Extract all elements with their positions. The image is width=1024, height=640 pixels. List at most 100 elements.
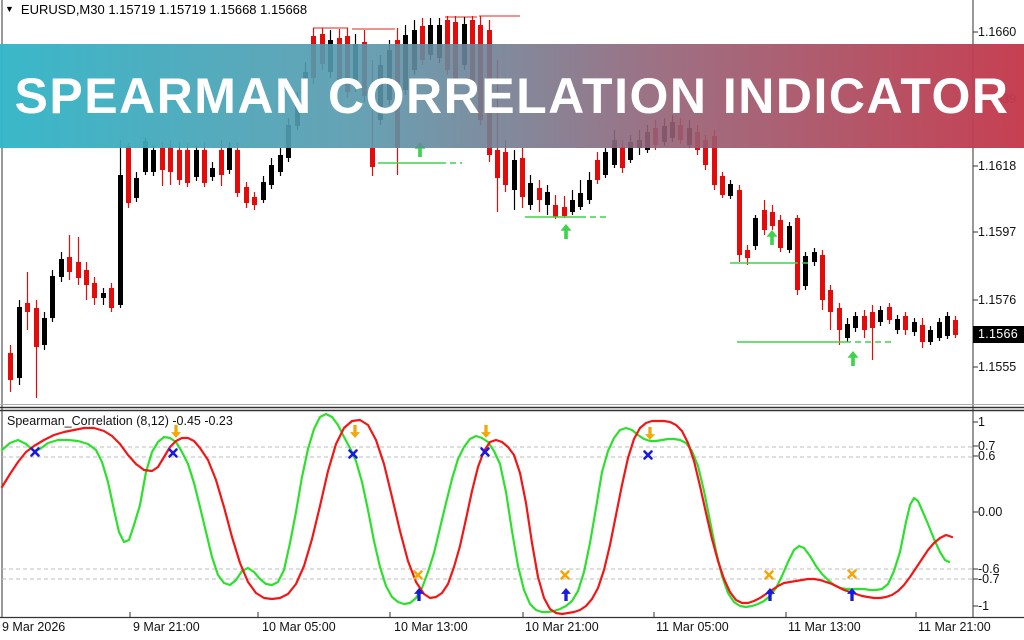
symbol-dropdown-icon[interactable]: ▼ — [5, 3, 14, 14]
candle-body — [42, 318, 47, 345]
spearman-slow-line — [0, 418, 954, 616]
candle-body — [185, 150, 190, 183]
candle-body — [828, 290, 833, 312]
candle-body — [101, 293, 106, 298]
candle-body — [202, 150, 207, 183]
candle-body — [795, 218, 800, 290]
candle-body — [628, 142, 633, 160]
candle-body — [244, 187, 249, 203]
buy-signal-arrow-icon — [561, 588, 571, 601]
candle-body — [194, 150, 199, 177]
candle-body — [84, 270, 89, 285]
candle-body — [143, 141, 148, 172]
banner-title: SPEARMAN CORRELATION INDICATOR — [14, 68, 1010, 124]
candle-body — [945, 316, 950, 336]
candle-body — [845, 324, 850, 338]
candle-body — [862, 316, 867, 330]
buy-arrow-icon — [560, 224, 572, 239]
candle-body — [895, 319, 900, 330]
candle-body — [553, 205, 558, 217]
candle-body — [545, 192, 550, 205]
candle-body — [370, 148, 375, 167]
candle-body — [912, 322, 917, 332]
candle-body — [853, 316, 858, 328]
sell-signal-arrow-icon — [171, 425, 181, 438]
indicator-curves — [0, 412, 954, 616]
candle-body — [168, 147, 173, 172]
candle-body — [59, 259, 64, 277]
candle-body — [151, 150, 156, 172]
candle-body — [595, 160, 600, 180]
candle-body — [428, 25, 433, 55]
candle-body — [587, 180, 592, 200]
candle-body — [34, 308, 39, 347]
candle-body — [820, 255, 825, 300]
candle-body — [420, 26, 425, 60]
candle-body — [512, 160, 517, 190]
candle-body — [837, 308, 842, 330]
candle-body — [177, 150, 182, 180]
candle-body — [252, 197, 257, 205]
candle-body — [50, 276, 55, 318]
candle-body — [562, 207, 567, 216]
candle-body — [870, 312, 875, 328]
support-lines — [378, 162, 893, 343]
clipped-candle-tops — [313, 15, 520, 30]
candle-body — [67, 257, 72, 272]
candle-body — [227, 148, 232, 170]
candle-body — [928, 330, 933, 342]
sell-signal-arrow-icon — [481, 425, 491, 438]
candle-body — [720, 176, 725, 195]
candle-body — [878, 310, 883, 322]
candle-body — [603, 152, 608, 175]
candle-body — [787, 226, 792, 250]
buy-arrow-icon — [766, 230, 778, 245]
buy-signal-arrow-icon — [414, 588, 424, 601]
candle-body — [118, 175, 123, 305]
candle-body — [953, 320, 958, 335]
candle-body — [8, 353, 13, 380]
candle-body — [92, 283, 97, 298]
candle-body — [745, 250, 750, 258]
candle-body — [753, 218, 758, 246]
candle-body — [235, 150, 240, 193]
candle-body — [76, 262, 81, 278]
candle-body — [261, 182, 266, 200]
candle-body — [134, 178, 139, 198]
buy-signal-arrow-icon — [765, 588, 775, 601]
candle-body — [537, 188, 542, 200]
candle-body — [620, 147, 625, 168]
candle-body — [612, 140, 617, 165]
indicator-label: Spearman_Correlation (8,12) -0.45 -0.23 — [7, 414, 233, 428]
candle-body — [778, 220, 783, 248]
buy-signal-arrow-icon — [847, 588, 857, 601]
candle-body — [503, 152, 508, 185]
candle-body — [812, 252, 817, 262]
buy-arrow-icon — [847, 351, 859, 366]
candle-body — [937, 322, 942, 338]
candle-body — [437, 25, 442, 58]
candle-body — [520, 158, 525, 197]
candle-body — [278, 155, 283, 172]
candle-body — [17, 307, 22, 378]
candle-body — [728, 184, 733, 196]
candle-body — [219, 150, 224, 175]
candle-body — [25, 303, 30, 312]
candle-body — [160, 148, 165, 170]
candle-body — [887, 307, 892, 320]
quote-bar: ▼ EURUSD,M30 1.15719 1.15719 1.15668 1.1… — [5, 2, 307, 17]
symbol-ohlc-text: EURUSD,M30 1.15719 1.15719 1.15668 1.156… — [20, 2, 308, 17]
candle-body — [903, 316, 908, 330]
candle-body — [495, 150, 500, 178]
candle-body — [109, 288, 114, 308]
candle-body — [770, 212, 775, 226]
candle-body — [803, 256, 808, 286]
sell-signal-arrow-icon — [350, 425, 360, 438]
candle-body — [578, 193, 583, 207]
spearman-fast-line — [0, 412, 951, 614]
candle-body — [712, 136, 717, 185]
candle-body — [703, 140, 708, 165]
indicator-markers — [30, 425, 857, 601]
candle-body — [737, 190, 742, 255]
